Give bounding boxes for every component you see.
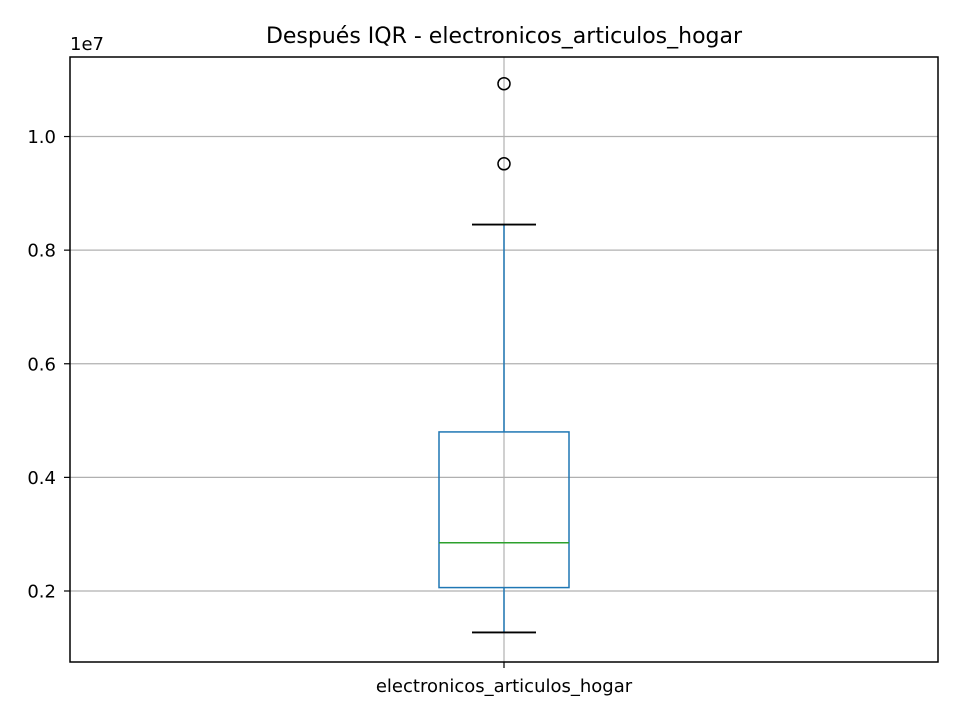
y-tick-label: 1.0 bbox=[27, 127, 56, 148]
outlier-point bbox=[497, 157, 511, 171]
y-tick-label: 0.6 bbox=[27, 354, 56, 375]
y-tick-label: 0.4 bbox=[27, 468, 56, 489]
interquartile-box bbox=[438, 431, 570, 589]
y-tick-label: 0.2 bbox=[27, 581, 56, 602]
x-category-label: electronicos_articulos_hogar bbox=[376, 676, 633, 697]
chart-title: Después IQR - electronicos_articulos_hog… bbox=[266, 24, 743, 49]
x-axis: electronicos_articulos_hogar bbox=[376, 662, 633, 697]
y-axis-offset-label: 1e7 bbox=[70, 34, 104, 55]
y-tick-label: 0.8 bbox=[27, 241, 56, 262]
outlier-point bbox=[497, 76, 511, 91]
y-axis: 0.2 0.4 0.6 0.8 1.0 bbox=[27, 127, 70, 602]
box-plot-marks bbox=[438, 76, 570, 634]
